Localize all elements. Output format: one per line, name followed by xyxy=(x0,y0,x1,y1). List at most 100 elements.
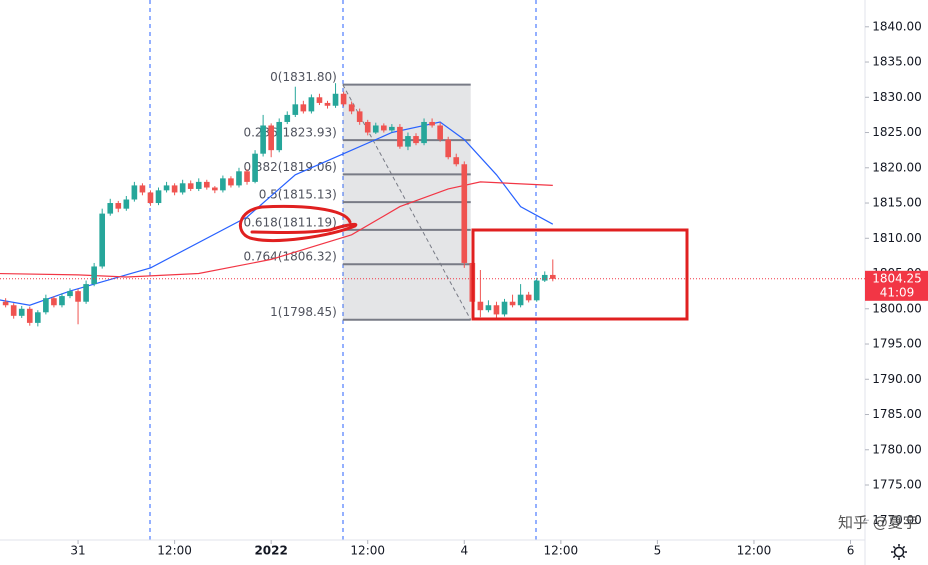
candle-body xyxy=(292,104,299,115)
candle-body xyxy=(228,178,234,186)
candle-body xyxy=(195,181,202,189)
candle-body xyxy=(2,301,9,306)
y-tick-label: 1810.00 xyxy=(872,231,922,245)
y-tick-label: 1800.00 xyxy=(872,301,922,315)
candle-body xyxy=(187,183,194,189)
x-tick-label: 2022 xyxy=(254,544,287,558)
candle-body xyxy=(493,305,500,315)
fib-label: 0.382(1819.06) xyxy=(243,160,336,174)
candle-body xyxy=(244,171,250,182)
fib-label: 0(1831.80) xyxy=(270,70,337,84)
candles xyxy=(2,83,556,327)
y-tick-label: 1775.00 xyxy=(872,478,922,492)
candle-body xyxy=(413,136,419,144)
x-tick-label: 6 xyxy=(847,544,855,558)
gear-ring xyxy=(893,546,905,558)
fib-label: 0.236(1823.93) xyxy=(243,126,336,140)
candle-body xyxy=(324,102,331,106)
candle-body xyxy=(67,291,73,297)
candle-body xyxy=(397,126,403,147)
candle-body xyxy=(316,97,323,103)
candle-body xyxy=(220,178,226,191)
hand-drawn-circle xyxy=(238,204,358,242)
candle-body xyxy=(260,125,266,154)
candle-body xyxy=(525,294,532,301)
candle-body xyxy=(59,296,65,306)
candle-body xyxy=(429,121,435,126)
candle-body xyxy=(372,125,379,133)
candle-body xyxy=(18,308,25,316)
candle-body xyxy=(340,93,347,105)
candle-body xyxy=(485,305,492,311)
candle-body xyxy=(212,187,218,191)
x-tick-label: 12:00 xyxy=(544,544,579,558)
candle-body xyxy=(83,284,89,302)
y-tick-label: 1785.00 xyxy=(872,407,922,421)
candle-body xyxy=(107,203,114,214)
candle-body xyxy=(356,111,363,122)
x-tick-label: 31 xyxy=(70,544,85,558)
y-tick-label: 1795.00 xyxy=(872,337,922,351)
y-tick-label: 1825.00 xyxy=(872,125,922,139)
candle-body xyxy=(381,125,387,131)
candle-body xyxy=(26,308,33,323)
fib-label: 1(1798.45) xyxy=(270,305,337,319)
gear-teeth xyxy=(891,544,907,560)
candle-body xyxy=(147,192,154,204)
watermark: 知乎 @夏宇 xyxy=(838,514,918,532)
candle-body xyxy=(252,153,258,182)
y-tick-label: 1790.00 xyxy=(872,372,922,386)
candle-body xyxy=(445,139,452,158)
candle-body xyxy=(421,121,427,144)
candle-body xyxy=(300,104,307,112)
candle-body xyxy=(332,93,339,106)
candle-body xyxy=(533,280,540,301)
candle-body xyxy=(517,294,524,306)
candle-body xyxy=(501,301,508,315)
candle-body xyxy=(364,121,371,133)
candle-body xyxy=(348,104,355,112)
candle-body xyxy=(405,136,411,147)
x-tick-label: 5 xyxy=(654,544,662,558)
candle-body xyxy=(155,190,162,204)
candle-body xyxy=(163,185,170,191)
candle-body xyxy=(171,185,178,193)
candle-body xyxy=(509,301,516,306)
candle-body xyxy=(541,274,548,281)
candle-body xyxy=(284,114,291,122)
candle-body xyxy=(453,157,460,165)
fib-trend xyxy=(342,84,472,320)
candle-body xyxy=(268,125,274,151)
candle-body xyxy=(131,185,138,200)
candle-body xyxy=(437,125,443,140)
price-label: 1804.25 xyxy=(872,271,922,285)
y-tick-label: 1840.00 xyxy=(872,19,922,33)
candle-body xyxy=(123,199,130,209)
fib-label: 0.618(1811.19) xyxy=(243,215,336,229)
candle-body xyxy=(549,274,556,279)
settings-icon[interactable] xyxy=(891,544,907,560)
candle-body xyxy=(203,181,210,188)
y-tick-label: 1770.00 xyxy=(872,513,922,527)
candle-body xyxy=(389,126,395,131)
session-breaks xyxy=(149,0,537,540)
candle-body xyxy=(236,171,242,186)
x-tick-label: 12:00 xyxy=(157,544,192,558)
candle-body xyxy=(43,298,49,313)
y-tick-label: 1780.00 xyxy=(872,442,922,456)
x-tick-label: 4 xyxy=(460,544,468,558)
candle-body xyxy=(461,164,468,263)
candle-body xyxy=(75,291,81,302)
y-tick-label: 1835.00 xyxy=(872,55,922,69)
candle-body xyxy=(308,97,315,112)
candle-body xyxy=(91,266,97,285)
highlight-box xyxy=(471,228,689,321)
candle-body xyxy=(179,183,186,193)
candle-body xyxy=(10,305,17,316)
fib-label: 0.5(1815.13) xyxy=(259,188,337,202)
candle-body xyxy=(51,298,57,306)
price-badge xyxy=(865,270,928,301)
